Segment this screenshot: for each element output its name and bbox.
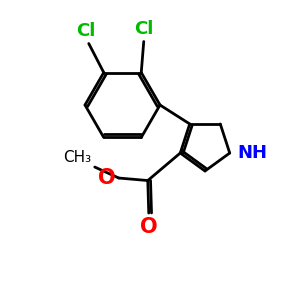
- Text: O: O: [140, 217, 158, 237]
- Text: Cl: Cl: [134, 20, 153, 38]
- Text: Cl: Cl: [76, 22, 96, 40]
- Text: O: O: [98, 168, 116, 188]
- Text: CH₃: CH₃: [63, 150, 91, 165]
- Text: NH: NH: [237, 144, 267, 162]
